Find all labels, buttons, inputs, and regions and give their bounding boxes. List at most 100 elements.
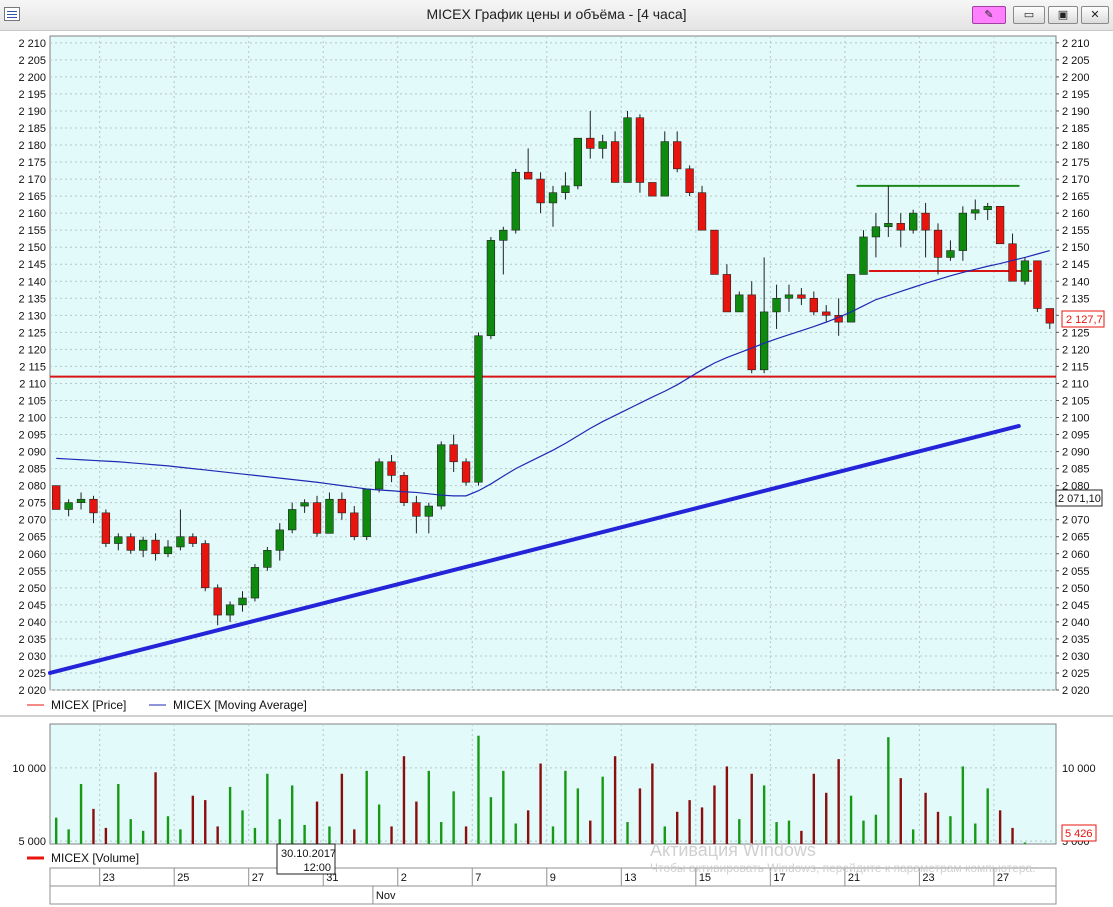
volume-bar xyxy=(688,800,691,844)
price-tick-label-right: 2 165 xyxy=(1062,191,1090,203)
candle-body xyxy=(710,229,719,275)
volume-bar xyxy=(290,785,294,844)
volume-bar xyxy=(241,810,244,844)
candle-body xyxy=(486,240,496,337)
day-label: 17 xyxy=(773,872,785,884)
candle xyxy=(921,202,930,258)
volume-bar xyxy=(911,829,915,844)
price-tick-label-right: 2 185 xyxy=(1062,123,1090,135)
volume-tick-label-left: 5 000 xyxy=(18,836,46,848)
candle xyxy=(685,165,694,197)
volume-bar xyxy=(924,792,927,844)
candle-body xyxy=(660,141,669,197)
cursor-price-badge: 2 071,10 xyxy=(1055,489,1103,507)
candle xyxy=(288,502,297,534)
price-tick-label-left: 2 075 xyxy=(18,498,46,510)
volume-bar xyxy=(365,770,368,844)
volume-bar xyxy=(216,826,219,844)
volume-bar xyxy=(526,810,530,844)
candle-body xyxy=(213,587,222,616)
candle xyxy=(1008,233,1017,282)
candle xyxy=(846,274,856,323)
day-label: 27 xyxy=(997,872,1009,884)
candle-body xyxy=(995,206,1005,245)
day-label: 31 xyxy=(326,872,338,884)
candle xyxy=(163,540,173,558)
volume-bar xyxy=(1023,842,1027,844)
volume-tick-label-right: 10 000 xyxy=(1062,763,1096,775)
candle-body xyxy=(300,502,309,507)
candle xyxy=(387,454,396,483)
candle xyxy=(312,495,322,537)
volume-bar xyxy=(564,770,567,844)
candle xyxy=(946,240,955,261)
volume-bar xyxy=(328,826,331,844)
price-tick-label-left: 2 070 xyxy=(18,515,46,527)
candle xyxy=(176,509,185,551)
candle xyxy=(114,533,123,551)
volume-bar xyxy=(986,788,989,844)
candle xyxy=(536,172,545,214)
candle-body xyxy=(1033,260,1042,309)
candle-body xyxy=(138,539,148,551)
volume-bar xyxy=(452,791,455,844)
volume-bar xyxy=(974,823,977,844)
price-tick-label-left: 2 090 xyxy=(18,447,46,459)
price-tick-label-left: 2 140 xyxy=(18,276,46,288)
candle-body xyxy=(635,117,645,183)
volume-bar xyxy=(1011,827,1014,844)
crosshair-date-tooltip: 30.10.2017 12:00 xyxy=(276,843,336,875)
day-label: 25 xyxy=(177,872,189,884)
candle-body xyxy=(188,536,197,544)
candle xyxy=(362,488,371,541)
candle xyxy=(660,131,669,197)
price-tick-label-right: 2 115 xyxy=(1062,361,1089,373)
price-plot-area[interactable] xyxy=(49,35,1057,691)
volume-plot-area[interactable] xyxy=(49,723,1057,845)
uptrend-line xyxy=(48,424,1021,675)
price-tick-label-right: 2 045 xyxy=(1062,600,1090,612)
volume-bar xyxy=(775,822,778,844)
volume-bar xyxy=(576,788,580,844)
volume-bar xyxy=(464,826,468,844)
volume-bar xyxy=(179,829,182,844)
candle-body xyxy=(499,229,508,241)
candle xyxy=(64,499,73,517)
price-tick-label-right: 2 110 xyxy=(1062,378,1089,390)
candles xyxy=(52,110,1054,626)
candle-body xyxy=(610,141,620,183)
volume-bar xyxy=(117,784,120,844)
chart-app-icon[interactable] xyxy=(4,7,20,21)
candle-body xyxy=(933,229,943,258)
candle xyxy=(772,284,781,329)
moving-average-line xyxy=(56,250,1050,497)
price-tick-label-left: 2 170 xyxy=(18,174,46,186)
close-button[interactable]: ✕ xyxy=(1081,6,1109,24)
price-tick-label-left: 2 120 xyxy=(18,344,46,356)
candle-body xyxy=(673,141,682,170)
candle-body xyxy=(89,498,98,514)
candle xyxy=(623,110,632,183)
price-tick-label-left: 2 065 xyxy=(18,532,46,544)
volume-bar xyxy=(55,817,58,844)
day-label: 23 xyxy=(922,872,934,884)
candle xyxy=(374,458,384,493)
candle xyxy=(958,206,968,261)
candle xyxy=(213,584,222,626)
maximize-button[interactable]: ▣ xyxy=(1048,6,1078,24)
minimize-button[interactable]: ▭ xyxy=(1013,6,1045,24)
price-tick-label-left: 2 110 xyxy=(19,378,46,390)
last-price-text: 2 127,7 xyxy=(1066,314,1103,326)
price-axis-right: 2 210 2 205 2 200 2 195 2 190 2 185 2 180 2 175… xyxy=(1056,38,1090,697)
volume-bar xyxy=(477,735,480,844)
price-tick-label-left: 2 175 xyxy=(18,157,46,169)
candle xyxy=(76,492,86,510)
volume-bar xyxy=(936,811,940,844)
price-tick-label-left: 2 155 xyxy=(18,225,46,237)
candle-body xyxy=(971,209,980,214)
price-tick-label-right: 2 120 xyxy=(1062,344,1090,356)
price-tick-label-right: 2 180 xyxy=(1062,140,1090,152)
pin-button[interactable]: ✎ xyxy=(972,6,1006,24)
candle-body xyxy=(225,604,235,616)
